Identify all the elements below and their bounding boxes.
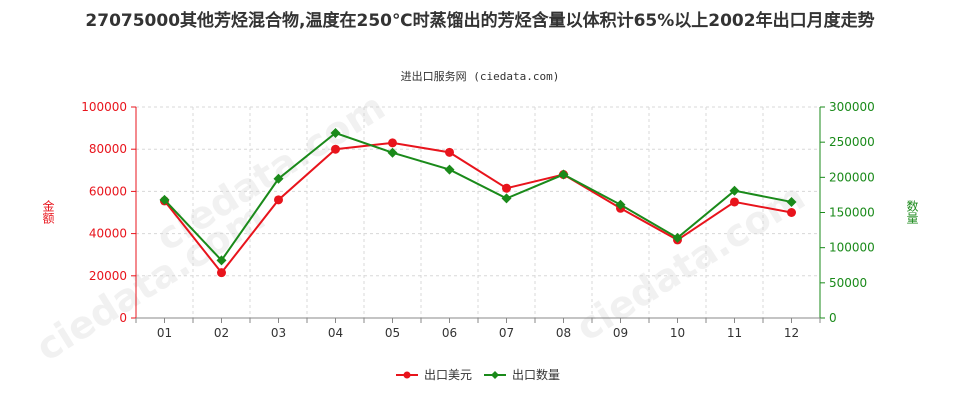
left-tick-label: 0 [119, 311, 127, 325]
x-tick-label: 08 [556, 326, 571, 340]
series-2-point [330, 128, 341, 139]
series-1-point [445, 147, 454, 157]
x-tick-label: 05 [385, 326, 400, 340]
x-tick-label: 10 [670, 326, 685, 340]
left-axis-title: 金额 [41, 199, 55, 225]
right-axis-title: 数量 [905, 199, 919, 224]
series-1-point [217, 268, 226, 278]
x-tick-label: 01 [157, 326, 172, 340]
x-tick-label: 07 [499, 326, 514, 340]
series-1-point [331, 144, 340, 154]
x-tick-label: 03 [271, 326, 286, 340]
right-tick-label: 300000 [829, 100, 875, 114]
x-tick-label: 09 [613, 326, 628, 340]
left-tick-label: 60000 [89, 184, 127, 198]
left-tick-label: 20000 [89, 269, 127, 283]
right-tick-label: 200000 [829, 170, 875, 184]
series-line-1 [163, 141, 792, 275]
series-2-point [444, 164, 455, 175]
x-tick-label: 02 [214, 326, 229, 340]
legend-label-series-1: 出口美元 [424, 368, 472, 382]
series-2-point [615, 199, 626, 210]
right-tick-label: 50000 [829, 276, 867, 290]
legend-marker-series-1 [403, 371, 411, 379]
series-1-point [730, 197, 739, 207]
series-2-point [672, 232, 683, 243]
series-2-point [501, 193, 512, 204]
series-1-point [787, 208, 796, 217]
chart-subtitle: 进出口服务网 (ciedata.com) [400, 70, 560, 83]
x-tick-label: 04 [328, 326, 343, 340]
right-tick-label: 100000 [829, 241, 875, 255]
series-1-point [388, 138, 397, 148]
right-tick-label: 0 [829, 311, 837, 325]
left-tick-label: 100000 [81, 100, 127, 114]
x-tick-label: 06 [442, 326, 457, 340]
series-2-point [159, 194, 170, 205]
series-2-point [729, 185, 740, 196]
left-tick-label: 40000 [89, 227, 127, 241]
x-tick-label: 11 [727, 326, 742, 340]
chart-title: 27075000其他芳烃混合物,温度在250℃时蒸馏出的芳烃含量以体积计65%以… [85, 11, 875, 31]
series-1-point [274, 195, 283, 205]
legend-label-series-2: 出口数量 [512, 367, 560, 382]
series-1-point [502, 183, 511, 193]
series-2-point [273, 173, 284, 184]
series-2-point [387, 147, 398, 158]
series-2-point [786, 196, 797, 207]
right-tick-label: 150000 [829, 206, 875, 220]
left-tick-label: 80000 [89, 142, 127, 156]
x-tick-label: 12 [784, 326, 799, 340]
legend-marker-series-2 [491, 371, 499, 379]
right-tick-label: 250000 [829, 135, 875, 149]
series-2-point [558, 169, 569, 180]
series-line-2 [163, 131, 792, 262]
series-2-point [216, 255, 227, 266]
